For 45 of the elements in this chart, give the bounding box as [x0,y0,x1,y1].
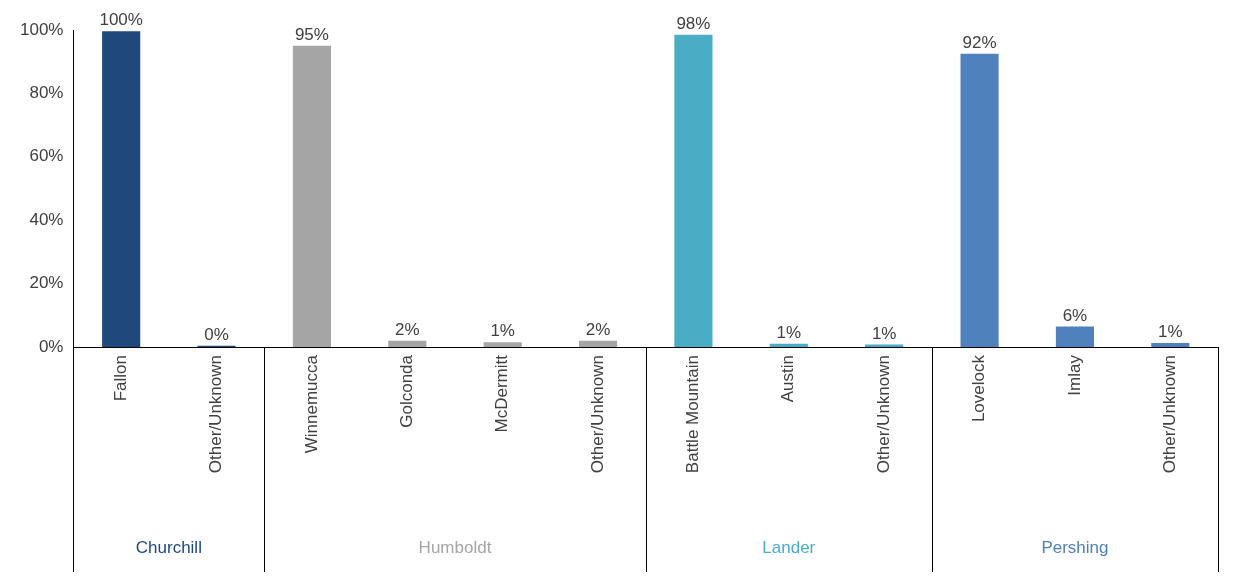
x-tick-label: Austin [778,355,798,403]
data-label: 1% [490,321,515,341]
data-label: 1% [871,323,897,343]
y-tick-label: 0% [38,336,64,356]
text: Churchill [135,537,202,557]
data-label: 1% [776,323,802,343]
bar [1055,326,1095,347]
data-label: 92% [962,32,997,52]
bar [483,342,522,347]
x-tick-label: McDermitt [492,354,512,433]
bar [292,45,331,347]
x-tick-label: Golconda [396,354,416,428]
data-label: 2% [585,319,611,339]
y-tick-label: 40% [29,209,64,229]
data-label: 0% [204,324,229,344]
bar [769,343,808,347]
x-tick-label: Winnemucca [301,354,321,454]
data-label: 1% [1158,322,1183,342]
bar [578,340,618,347]
y-tick-label: 60% [29,146,64,166]
bar [102,31,141,347]
x-tick-label: Fallon [110,355,130,402]
x-tick-label: Other/Unknown [587,355,607,474]
data-label: 98% [676,13,711,33]
bar [960,53,999,347]
y-tick-label: 80% [29,83,64,103]
text: Pershing [1041,537,1109,557]
x-tick-label: Other/Unknown [206,355,226,474]
bar [1151,342,1190,347]
x-tick-label: Imlay [1064,354,1084,396]
bar [865,344,904,347]
x-tick-label: Lovelock [969,354,989,423]
text: Lander [762,537,816,557]
bar [388,340,427,347]
data-label: 100% [99,10,143,30]
y-tick-label: 100% [20,19,64,39]
data-label: 6% [1062,305,1088,325]
bar [674,34,713,347]
x-tick-label: Battle Mountain [683,355,703,474]
data-label: 2% [395,319,420,339]
x-tick-label: Other/Unknown [1160,355,1179,474]
x-tick-label: Other/Unknown [873,355,893,474]
text: Humboldt [418,537,492,557]
data-label: 95% [294,25,329,45]
y-tick-label: 20% [29,273,64,293]
